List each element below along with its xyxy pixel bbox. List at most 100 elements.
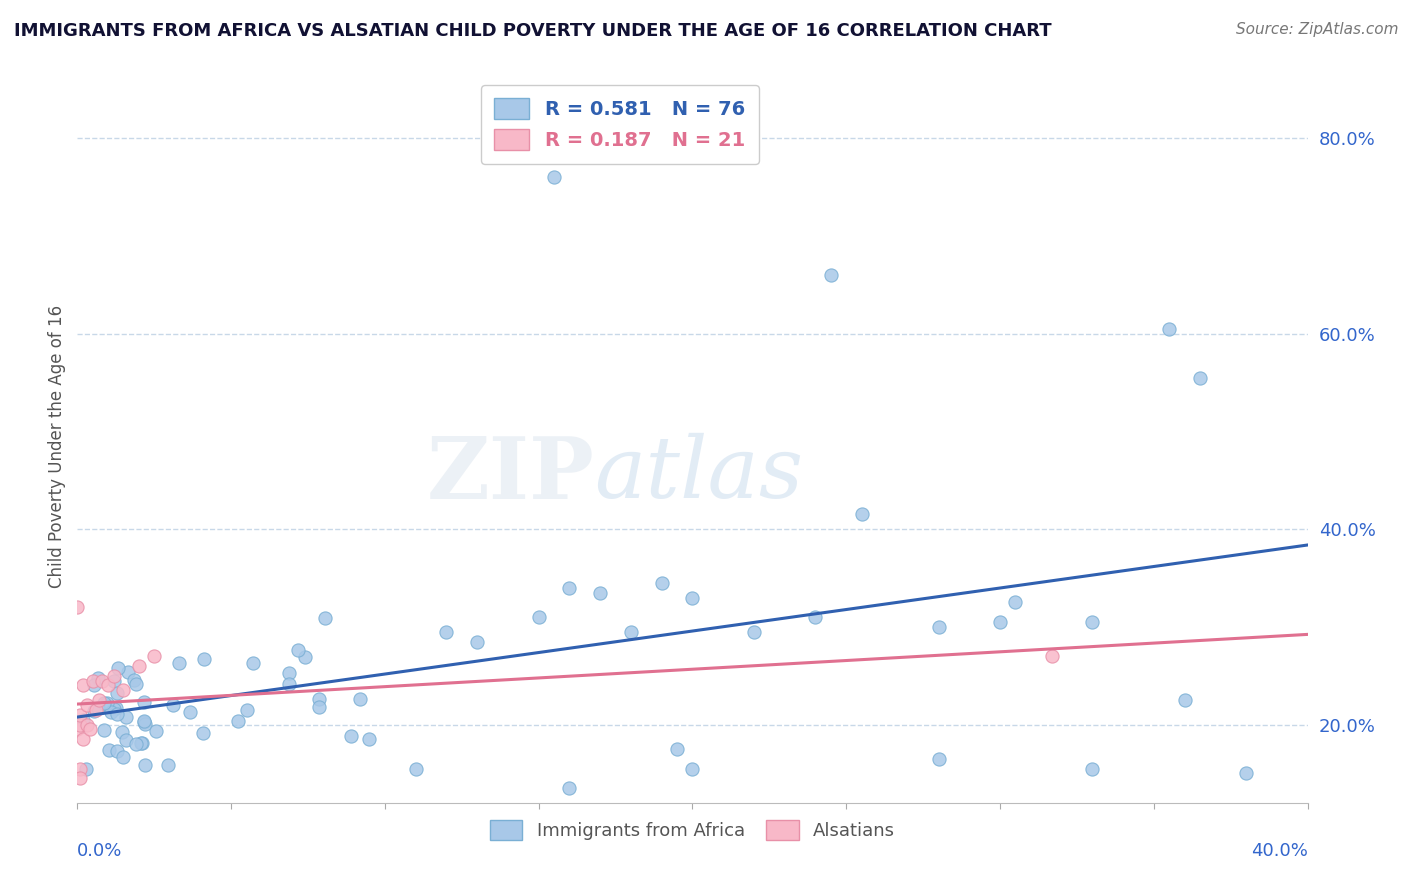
Point bbox=[1174, 693, 1197, 707]
Point bbox=[242, 656, 264, 670]
Point bbox=[72, 713, 94, 727]
Point bbox=[105, 744, 128, 758]
Point bbox=[308, 700, 330, 714]
Point bbox=[72, 678, 94, 692]
Point bbox=[87, 701, 110, 715]
Point bbox=[156, 758, 179, 772]
Point bbox=[682, 762, 704, 776]
Point bbox=[179, 705, 201, 719]
Point bbox=[103, 702, 125, 716]
Point bbox=[105, 701, 128, 715]
Point bbox=[115, 710, 138, 724]
Point bbox=[69, 707, 91, 722]
Point bbox=[69, 717, 91, 731]
Point bbox=[96, 696, 118, 710]
Point bbox=[340, 729, 363, 743]
Point bbox=[804, 610, 827, 624]
Point bbox=[105, 685, 128, 699]
Point bbox=[988, 615, 1011, 629]
Point bbox=[558, 781, 581, 796]
Point bbox=[143, 649, 166, 664]
Point bbox=[93, 696, 115, 710]
Point bbox=[191, 726, 214, 740]
Point bbox=[349, 692, 371, 706]
Point bbox=[651, 575, 673, 590]
Legend: Immigrants from Africa, Alsatians: Immigrants from Africa, Alsatians bbox=[482, 813, 903, 847]
Point bbox=[287, 642, 309, 657]
Point bbox=[666, 742, 689, 756]
Point bbox=[82, 673, 104, 688]
Point bbox=[103, 673, 125, 688]
Point bbox=[66, 723, 89, 737]
Point bbox=[69, 772, 91, 786]
Point bbox=[928, 620, 950, 634]
Point bbox=[278, 676, 301, 690]
Point bbox=[125, 737, 148, 751]
Point bbox=[1234, 766, 1257, 780]
Point bbox=[226, 714, 249, 728]
Text: ZIP: ZIP bbox=[426, 433, 595, 516]
Point bbox=[75, 762, 97, 776]
Point bbox=[84, 703, 107, 717]
Point bbox=[97, 678, 120, 692]
Point bbox=[742, 624, 765, 639]
Point bbox=[294, 650, 316, 665]
Point bbox=[100, 706, 122, 720]
Point bbox=[134, 695, 156, 709]
Point bbox=[308, 692, 330, 706]
Point bbox=[436, 624, 458, 639]
Point bbox=[162, 698, 184, 713]
Point bbox=[83, 704, 105, 718]
Point bbox=[132, 714, 155, 728]
Point bbox=[405, 762, 427, 776]
Point bbox=[131, 736, 153, 750]
Point bbox=[87, 671, 110, 685]
Point bbox=[98, 743, 121, 757]
Point bbox=[235, 703, 257, 717]
Y-axis label: Child Poverty Under the Age of 16: Child Poverty Under the Age of 16 bbox=[48, 304, 66, 588]
Point bbox=[193, 652, 215, 666]
Point bbox=[107, 660, 129, 674]
Point bbox=[93, 723, 115, 738]
Point bbox=[128, 659, 150, 673]
Point bbox=[558, 581, 581, 595]
Point bbox=[928, 752, 950, 766]
Point bbox=[90, 673, 114, 688]
Point bbox=[124, 676, 146, 690]
Point bbox=[83, 678, 105, 692]
Point bbox=[134, 717, 156, 731]
Point bbox=[820, 268, 842, 282]
Point bbox=[357, 732, 380, 747]
Point bbox=[105, 706, 128, 721]
Text: Source: ZipAtlas.com: Source: ZipAtlas.com bbox=[1236, 22, 1399, 37]
Text: 40.0%: 40.0% bbox=[1251, 842, 1308, 860]
Point bbox=[69, 762, 91, 776]
Point bbox=[1004, 595, 1026, 609]
Point bbox=[543, 170, 565, 185]
Point bbox=[76, 717, 98, 731]
Point bbox=[122, 673, 145, 687]
Point bbox=[682, 591, 704, 605]
Point bbox=[1081, 615, 1104, 629]
Point bbox=[1081, 762, 1104, 776]
Point bbox=[72, 732, 94, 747]
Point bbox=[66, 600, 89, 615]
Point bbox=[1040, 649, 1063, 664]
Point bbox=[145, 724, 167, 739]
Point bbox=[79, 723, 101, 737]
Point bbox=[111, 724, 134, 739]
Point bbox=[167, 657, 190, 671]
Point bbox=[112, 683, 135, 698]
Point bbox=[103, 669, 125, 683]
Point bbox=[111, 749, 134, 764]
Point bbox=[87, 693, 110, 707]
Point bbox=[132, 714, 155, 729]
Text: 0.0%: 0.0% bbox=[77, 842, 122, 860]
Point bbox=[527, 610, 550, 624]
Point bbox=[1188, 370, 1211, 384]
Text: atlas: atlas bbox=[595, 434, 803, 516]
Point bbox=[134, 757, 156, 772]
Point bbox=[314, 610, 336, 624]
Point bbox=[129, 736, 152, 750]
Point bbox=[465, 634, 488, 648]
